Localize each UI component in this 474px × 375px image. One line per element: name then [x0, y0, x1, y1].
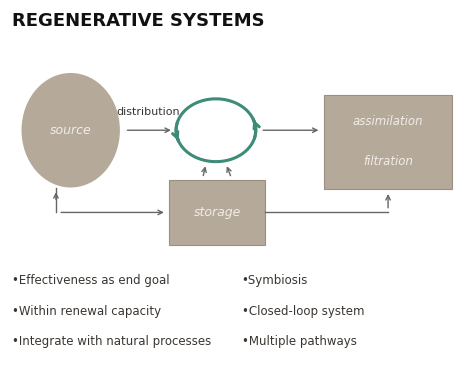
Text: •Symbiosis: •Symbiosis — [242, 274, 308, 287]
Text: filtration: filtration — [363, 154, 413, 168]
Text: distribution: distribution — [116, 107, 180, 117]
Bar — [324, 95, 453, 189]
Text: source: source — [50, 124, 91, 137]
Text: storage: storage — [193, 206, 241, 219]
Text: •Multiple pathways: •Multiple pathways — [242, 335, 356, 348]
Text: •Integrate with natural processes: •Integrate with natural processes — [12, 335, 211, 348]
Text: REGENERATIVE SYSTEMS: REGENERATIVE SYSTEMS — [12, 12, 265, 30]
Bar — [169, 180, 265, 245]
Text: •Closed-loop system: •Closed-loop system — [242, 304, 364, 318]
Text: assimilation: assimilation — [353, 115, 423, 128]
Ellipse shape — [21, 73, 120, 188]
Text: •Within renewal capacity: •Within renewal capacity — [12, 304, 161, 318]
Text: •Effectiveness as end goal: •Effectiveness as end goal — [12, 274, 170, 287]
